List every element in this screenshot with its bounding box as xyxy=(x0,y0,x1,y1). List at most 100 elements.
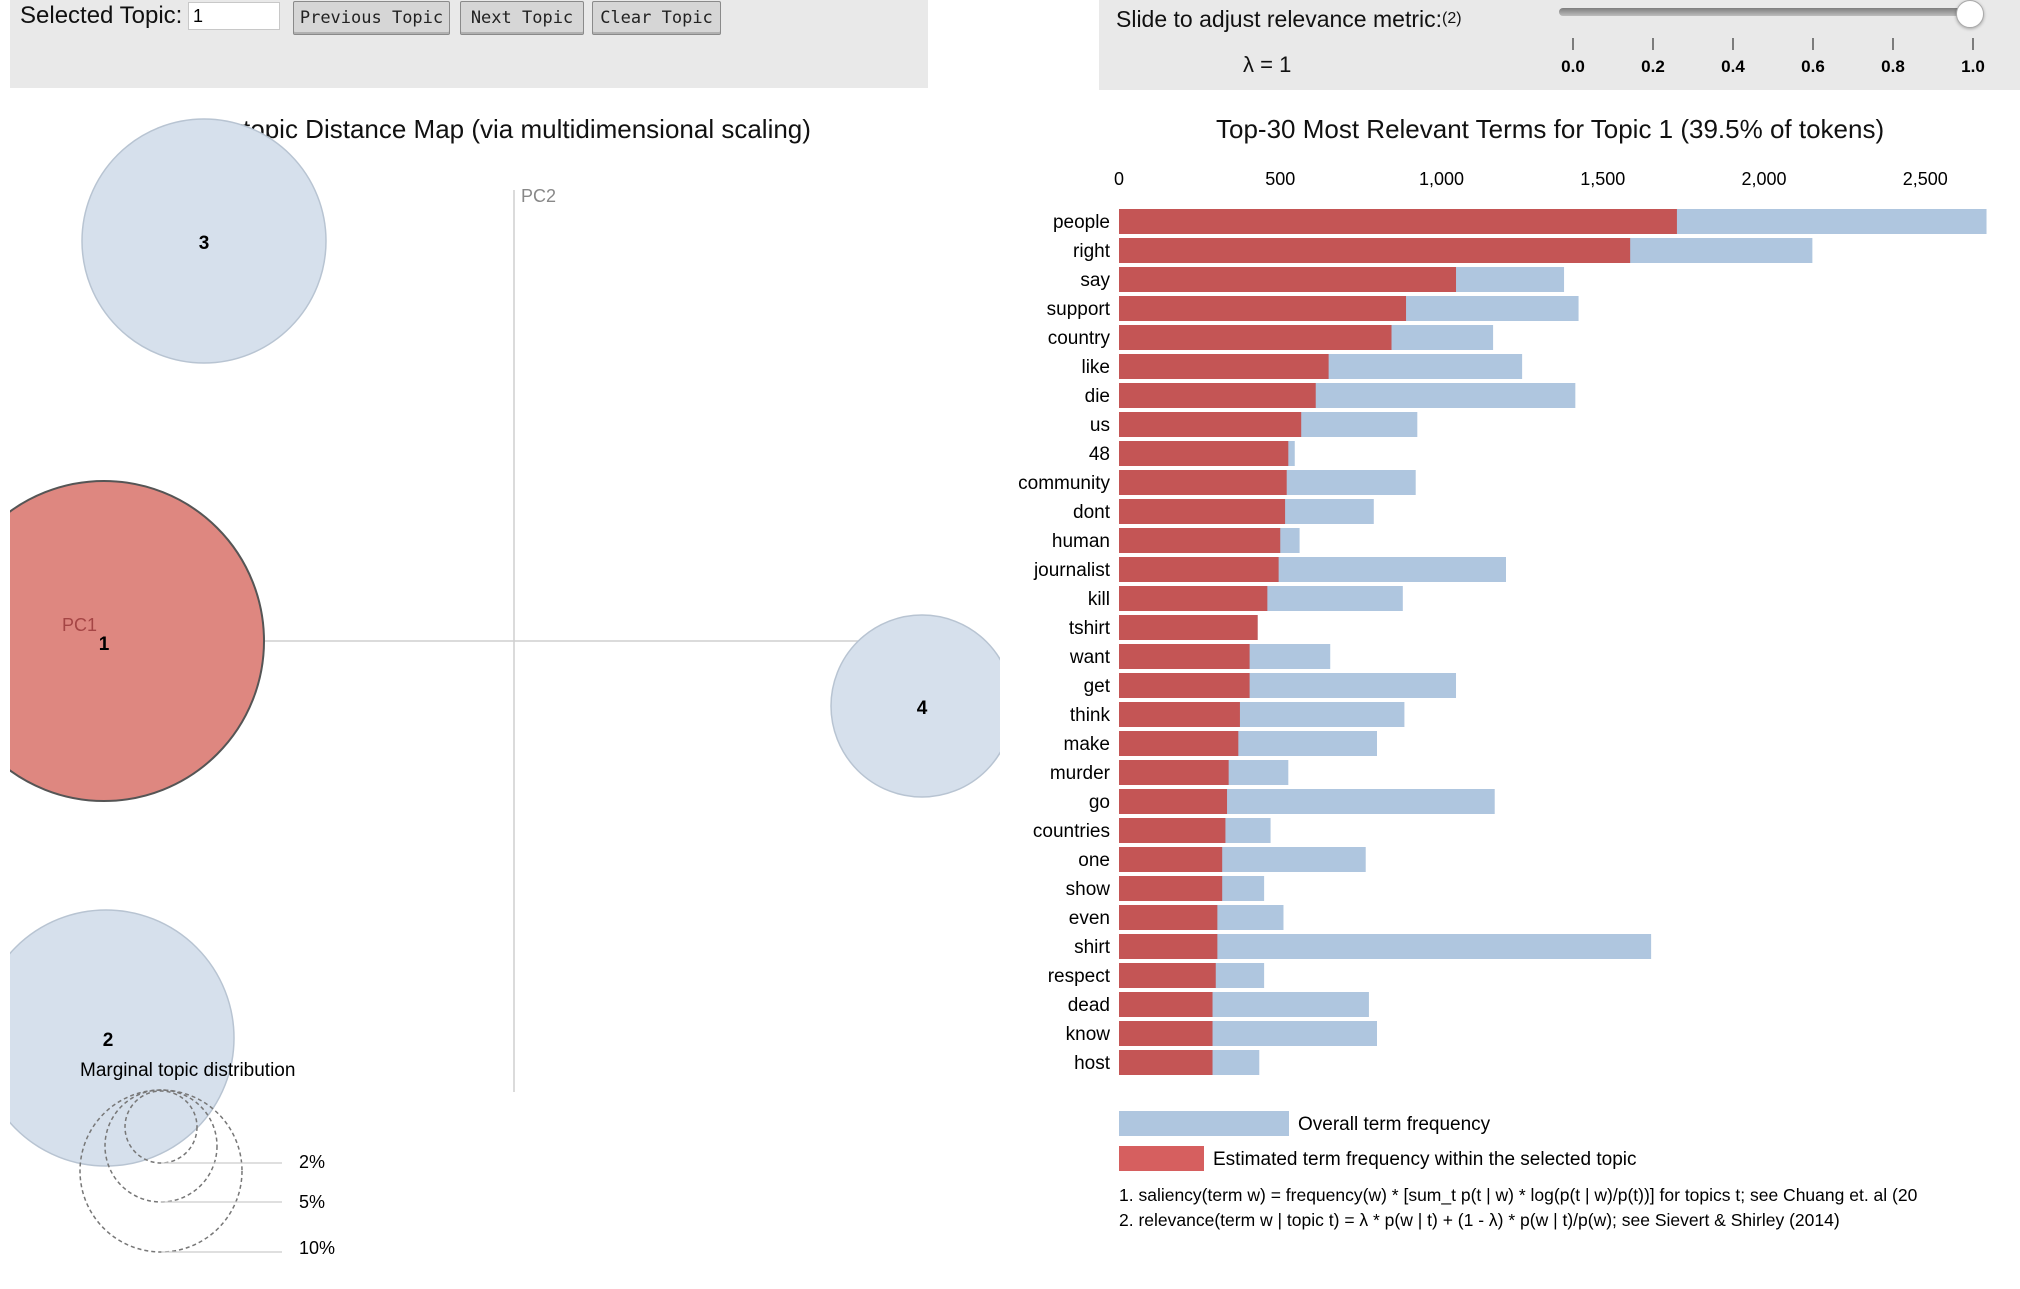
term-label[interactable]: journalist xyxy=(1033,560,1111,581)
term-label[interactable]: go xyxy=(1089,792,1110,813)
topic-frequency-bar[interactable] xyxy=(1119,992,1213,1017)
topic-frequency-bar[interactable] xyxy=(1119,586,1268,611)
legend-size-5pct: 5% xyxy=(299,1192,325,1212)
relevance-slider-track[interactable] xyxy=(1559,8,1969,16)
topic-frequency-bar[interactable] xyxy=(1119,818,1226,843)
term-label[interactable]: 48 xyxy=(1089,444,1110,465)
slider-tick-label: 0.2 xyxy=(1641,57,1665,76)
footnote-saliency: 1. saliency(term w) = frequency(w) * [su… xyxy=(1119,1185,1918,1206)
term-label[interactable]: tshirt xyxy=(1069,618,1111,639)
legend-size-10pct: 10% xyxy=(299,1238,335,1258)
topic-frequency-bar[interactable] xyxy=(1119,267,1457,292)
topic-label-2: 2 xyxy=(103,1030,114,1051)
next-topic-button[interactable]: Next Topic xyxy=(460,1,584,35)
relevance-slider-panel: Slide to adjust relevance metric:(2) λ =… xyxy=(1099,0,2020,90)
term-label[interactable]: one xyxy=(1078,850,1110,871)
term-label[interactable]: say xyxy=(1080,270,1110,291)
topic-frequency-bar[interactable] xyxy=(1119,296,1407,321)
topic-frequency-bar[interactable] xyxy=(1119,470,1287,495)
relevant-terms-title: Top-30 Most Relevant Terms for Topic 1 (… xyxy=(1216,114,1885,144)
term-label[interactable]: people xyxy=(1053,212,1110,233)
topic-frequency-bar[interactable] xyxy=(1119,238,1631,263)
x-tick-label: 1,000 xyxy=(1419,169,1464,189)
term-label[interactable]: community xyxy=(1018,473,1110,494)
topic-frequency-bar[interactable] xyxy=(1119,847,1223,872)
previous-topic-button[interactable]: Previous Topic xyxy=(293,1,450,35)
topic-frequency-bar[interactable] xyxy=(1119,760,1229,785)
term-label[interactable]: shirt xyxy=(1074,937,1111,958)
legend-size-2pct: 2% xyxy=(299,1152,325,1172)
topic-frequency-bar[interactable] xyxy=(1119,499,1286,524)
topic-frequency-bar[interactable] xyxy=(1119,1021,1213,1046)
term-label[interactable]: host xyxy=(1074,1053,1111,1074)
x-tick-label: 500 xyxy=(1265,169,1295,189)
topic-frequency-bar[interactable] xyxy=(1119,905,1218,930)
term-label[interactable]: get xyxy=(1084,676,1111,697)
term-label[interactable]: like xyxy=(1081,357,1110,378)
topic-frequency-bar[interactable] xyxy=(1119,209,1677,234)
legend-overall-swatch xyxy=(1119,1111,1289,1136)
slider-tick-label: 0.6 xyxy=(1801,57,1825,76)
topic-frequency-bar[interactable] xyxy=(1119,325,1392,350)
term-label[interactable]: human xyxy=(1052,531,1110,552)
topic-label-3: 3 xyxy=(199,233,210,254)
intertopic-map-title: Intertopic Distance Map (via multidimens… xyxy=(191,114,811,144)
pc2-label: PC2 xyxy=(521,186,556,206)
term-label[interactable]: dead xyxy=(1068,995,1110,1016)
clear-topic-button[interactable]: Clear Topic xyxy=(592,1,721,35)
topic-control-panel: Selected Topic: Previous Topic Next Topi… xyxy=(10,0,928,88)
topic-frequency-bar[interactable] xyxy=(1119,354,1329,379)
relevance-slider-label: Slide to adjust relevance metric:(2) xyxy=(1116,6,1462,33)
x-tick-label: 1,500 xyxy=(1580,169,1625,189)
topic-frequency-bar[interactable] xyxy=(1119,644,1250,669)
legend-overall-label: Overall term frequency xyxy=(1298,1114,1491,1135)
topic-frequency-bar[interactable] xyxy=(1119,383,1316,408)
term-label[interactable]: countries xyxy=(1033,821,1110,842)
term-label[interactable]: kill xyxy=(1088,589,1110,610)
term-label[interactable]: want xyxy=(1069,647,1111,668)
topic-frequency-bar[interactable] xyxy=(1119,412,1302,437)
term-label[interactable]: know xyxy=(1066,1024,1111,1045)
topic-circle-3[interactable] xyxy=(81,118,327,364)
term-label[interactable]: country xyxy=(1048,328,1111,349)
slider-tick-label: 0.0 xyxy=(1561,57,1585,76)
term-label[interactable]: support xyxy=(1047,299,1111,320)
topic-frequency-bar[interactable] xyxy=(1119,789,1228,814)
topic-frequency-bar[interactable] xyxy=(1119,876,1223,901)
topic-frequency-bar[interactable] xyxy=(1119,731,1239,756)
topic-frequency-bar[interactable] xyxy=(1119,615,1258,640)
term-label[interactable]: show xyxy=(1066,879,1111,900)
bar-rows: people right say support country like die us 48 c… xyxy=(1018,209,1987,1075)
topic-frequency-bar[interactable] xyxy=(1119,528,1281,553)
selected-topic-input[interactable] xyxy=(188,2,280,30)
term-label[interactable]: us xyxy=(1090,415,1110,436)
topic-frequency-bar[interactable] xyxy=(1119,1050,1213,1075)
term-label[interactable]: die xyxy=(1085,386,1110,407)
topic-frequency-bar[interactable] xyxy=(1119,702,1240,727)
term-label[interactable]: think xyxy=(1070,705,1111,726)
relevance-slider-handle[interactable] xyxy=(1956,0,1984,28)
slider-tick-label: 0.8 xyxy=(1881,57,1905,76)
term-label[interactable]: right xyxy=(1073,241,1111,262)
topic-frequency-bar[interactable] xyxy=(1119,557,1279,582)
topic-circle-4[interactable] xyxy=(830,614,1013,798)
topic-frequency-bar[interactable] xyxy=(1119,673,1250,698)
term-label[interactable]: dont xyxy=(1073,502,1111,523)
term-label[interactable]: murder xyxy=(1050,763,1111,784)
term-label[interactable]: make xyxy=(1064,734,1110,755)
topic-circle-1[interactable] xyxy=(0,480,265,802)
x-tick-label: 0 xyxy=(1114,169,1124,189)
topic-frequency-bar[interactable] xyxy=(1119,934,1218,959)
topic-label-1: 1 xyxy=(99,634,110,655)
slider-tick-label: 1.0 xyxy=(1961,57,1985,76)
term-label[interactable]: respect xyxy=(1048,966,1111,987)
topic-frequency-bar[interactable] xyxy=(1119,963,1216,988)
topic-circle-2[interactable] xyxy=(0,909,235,1167)
topic-frequency-bar[interactable] xyxy=(1119,441,1289,466)
legend-topic-swatch xyxy=(1119,1146,1204,1171)
relevance-slider-text: Slide to adjust relevance metric: xyxy=(1116,6,1442,32)
intertopic-distance-map: PC2 PC1 3 1 2 4 Marginal topic distribut… xyxy=(0,118,1000,1258)
marginal-legend-title: Marginal topic distribution xyxy=(80,1060,295,1081)
term-label[interactable]: even xyxy=(1069,908,1110,929)
